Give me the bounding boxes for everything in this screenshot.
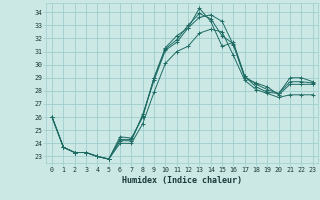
- X-axis label: Humidex (Indice chaleur): Humidex (Indice chaleur): [123, 176, 243, 185]
